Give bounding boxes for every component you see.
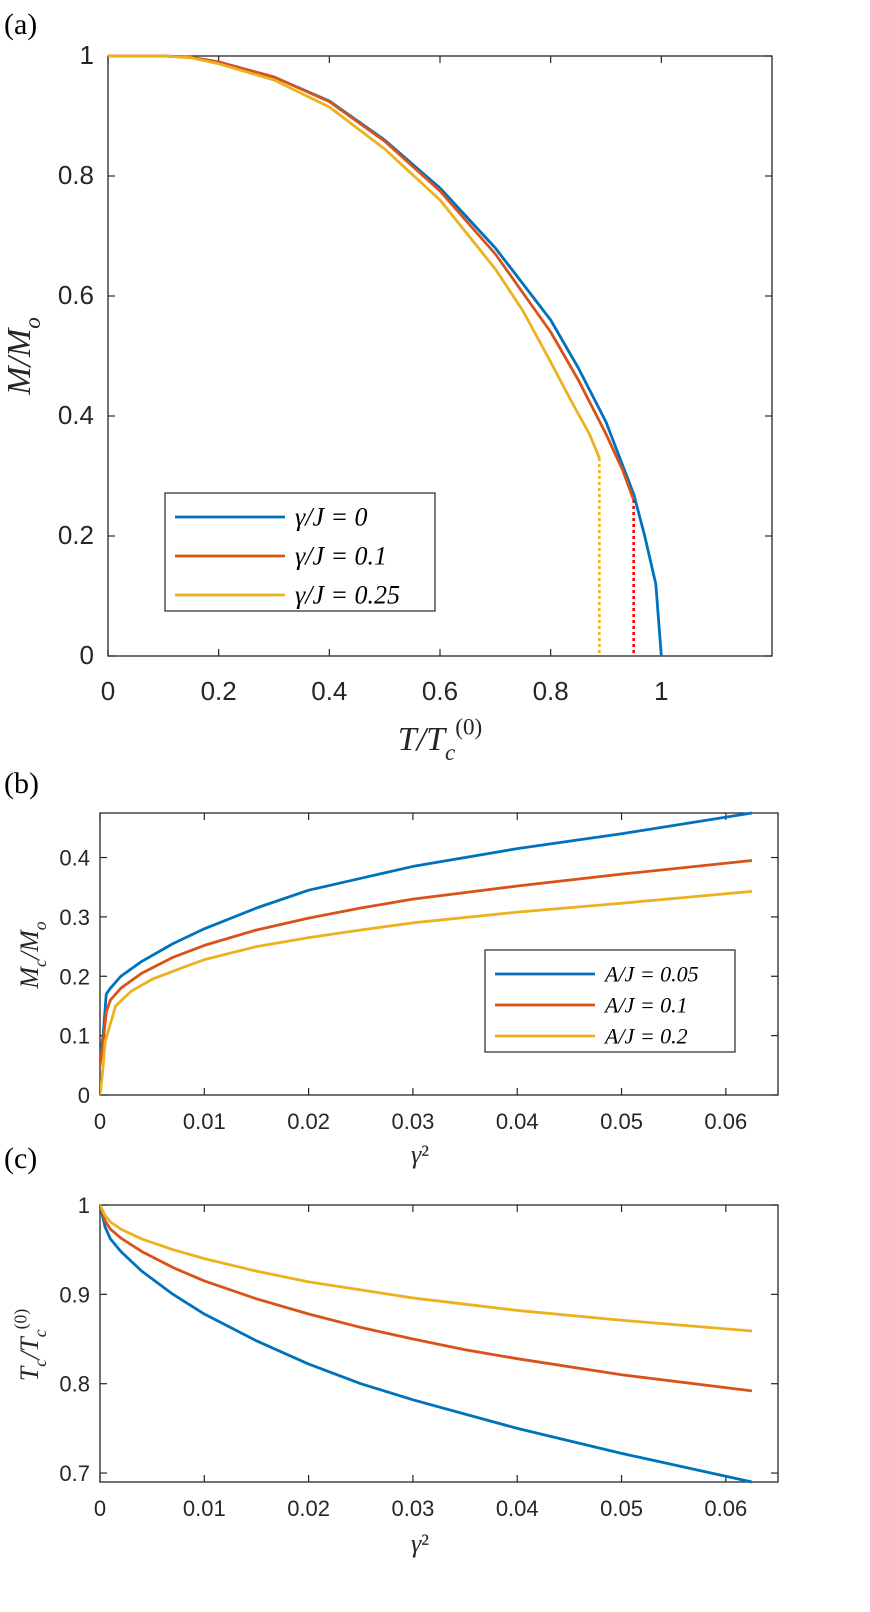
y-tick-label: 0.7 xyxy=(59,1461,90,1486)
legend: A/J = 0.05 A/J = 0.1 A/J = 0.2 xyxy=(484,949,736,1053)
x-tick-label: 0.2 xyxy=(201,676,237,706)
y-tick-label: 0.2 xyxy=(59,964,90,989)
series-line-2 xyxy=(100,1204,753,1393)
series-line-3 xyxy=(100,889,753,1096)
series-line-3 xyxy=(108,54,601,459)
y-tick-label: 1 xyxy=(80,40,94,70)
x-tick-label: 0.02 xyxy=(287,1109,330,1134)
series-line-2 xyxy=(100,859,753,1066)
legend-entry-label: γ/J = 0.1 xyxy=(295,542,387,571)
legend-entry-label: γ/J = 0 xyxy=(295,503,368,532)
legend-entry-label: A/J = 0.1 xyxy=(603,992,688,1017)
x-tick-label: 0.03 xyxy=(392,1109,435,1134)
plot-frame xyxy=(99,1204,779,1483)
x-tick-label: 0.06 xyxy=(704,1109,747,1134)
x-tick-label: 0.04 xyxy=(496,1109,539,1134)
x-tick-label: 0 xyxy=(101,676,115,706)
chart-panel-3: (c) 0 0.01 0.02 0.03 0.04 0.05 0.06 0.7 0.8 0.9 1 γ²… xyxy=(4,1142,779,1558)
y-tick-label: 0 xyxy=(78,1083,90,1108)
x-tick-label: 0.02 xyxy=(287,1496,330,1521)
y-axis-title: Mc/Mo xyxy=(15,921,50,989)
legend-entry-label: A/J = 0.05 xyxy=(603,961,699,986)
series-line-1 xyxy=(100,1204,753,1484)
y-axis-title: M/Mo xyxy=(1,317,46,396)
x-tick-label: 0.04 xyxy=(496,1496,539,1521)
x-tick-label: 0.6 xyxy=(422,676,458,706)
legend: γ/J = 0 γ/J = 0.1 γ/J = 0.25 xyxy=(164,492,436,612)
x-tick-label: 0.06 xyxy=(704,1496,747,1521)
legend-entry-label: A/J = 0.2 xyxy=(603,1023,688,1048)
y-axis-title: Tc/Tc(0) xyxy=(10,1309,50,1382)
y-tick-label: 0.4 xyxy=(59,846,90,871)
y-tick-label: 0.2 xyxy=(58,520,94,550)
y-tick-label: 0.3 xyxy=(59,905,90,930)
x-axis-title: γ² xyxy=(411,1529,429,1558)
y-tick-label: 0.6 xyxy=(58,280,94,310)
plot-frame xyxy=(99,812,779,1096)
x-axis-title: T/Tc(0) xyxy=(398,715,483,767)
y-tick-label: 0.9 xyxy=(59,1282,90,1307)
x-tick-label: 0 xyxy=(94,1109,106,1134)
legend-box xyxy=(164,492,436,612)
series-line-2 xyxy=(108,54,635,501)
legend-entry-label: γ/J = 0.25 xyxy=(295,581,400,610)
x-tick-label: 0.01 xyxy=(183,1496,226,1521)
panel-label: (b) xyxy=(4,767,39,800)
x-tick-label: 1 xyxy=(654,676,668,706)
x-tick-label: 0 xyxy=(94,1496,106,1521)
x-axis-title: γ² xyxy=(411,1140,429,1169)
x-tick-label: 0.8 xyxy=(533,676,569,706)
x-tick-label: 0.4 xyxy=(311,676,347,706)
series-line-3 xyxy=(100,1204,753,1333)
series-line-1 xyxy=(100,811,753,1060)
y-tick-label: 0 xyxy=(80,640,94,670)
x-tick-label: 0.01 xyxy=(183,1109,226,1134)
y-tick-label: 0.1 xyxy=(59,1024,90,1049)
panel-label: (a) xyxy=(4,8,37,41)
panel-label: (c) xyxy=(4,1142,37,1175)
x-tick-label: 0.05 xyxy=(600,1496,643,1521)
chart-panel-1: (a) 0 0.2 0.4 0.6 0.8 1 0 0.2 0.4 0.6 0.8 1 T/Tc(0) M/… xyxy=(1,8,773,767)
chart-panel-2: (b) 0 0.01 0.02 0.03 0.04 0.05 0.06 0 0.1 0.2 0.3 0.… xyxy=(4,767,779,1169)
x-tick-label: 0.05 xyxy=(600,1109,643,1134)
y-tick-label: 0.8 xyxy=(58,160,94,190)
y-tick-label: 1 xyxy=(78,1193,90,1218)
y-tick-label: 0.8 xyxy=(59,1372,90,1397)
y-tick-label: 0.4 xyxy=(58,400,94,430)
x-tick-label: 0.03 xyxy=(392,1496,435,1521)
